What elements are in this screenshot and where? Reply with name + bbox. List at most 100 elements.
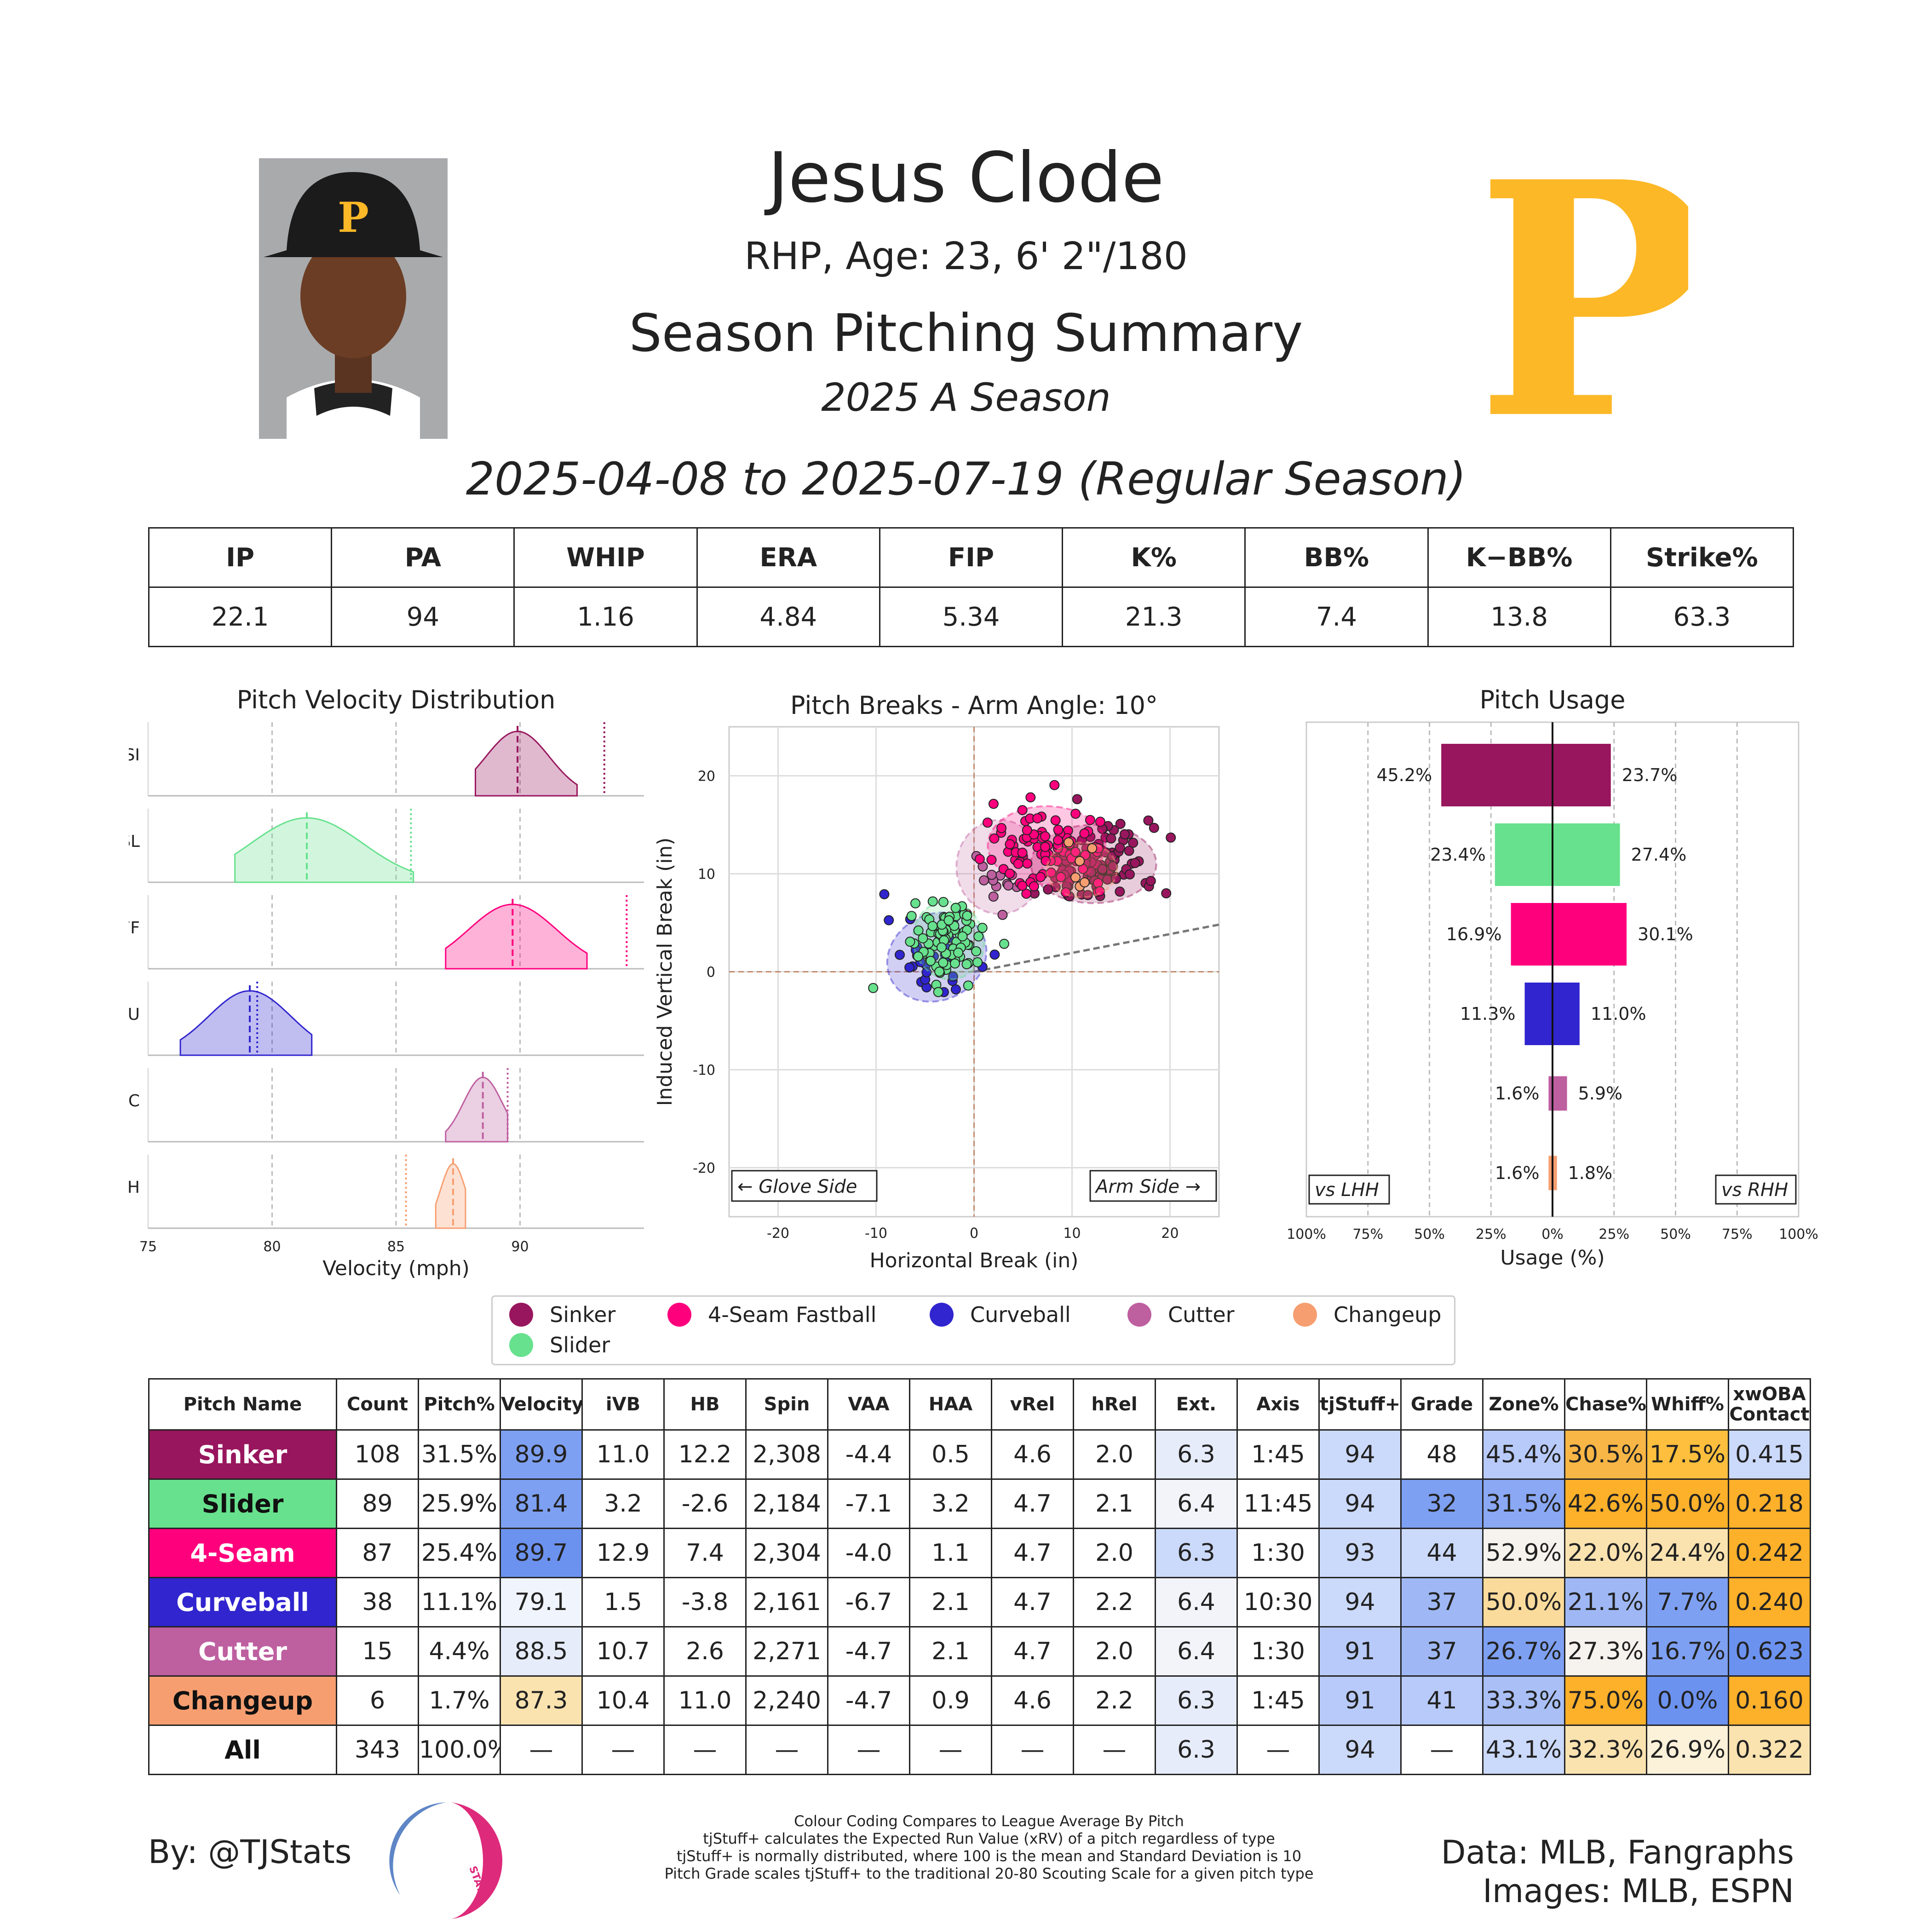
pitch-table-header: Pitch% — [418, 1378, 501, 1431]
usage-row-curveball: 11.3% 11.0% — [1460, 983, 1646, 1045]
break-point — [1053, 824, 1064, 835]
chart-title: Pitch Breaks - Arm Angle: 10° — [790, 691, 1158, 720]
pitch-table-header: Count — [336, 1378, 419, 1431]
break-point — [979, 875, 989, 886]
break-point — [1108, 861, 1118, 872]
pitch-metric-cell: -6.7 — [827, 1577, 910, 1627]
pitch-name-cell: Changeup — [148, 1675, 337, 1726]
pitch-metric-cell: 15 — [336, 1626, 419, 1677]
pitch-metric-cell: 89.9 — [500, 1429, 583, 1480]
pitch-metric-cell: 25.9% — [418, 1478, 501, 1529]
pitch-metric-cell: 2.1 — [1073, 1478, 1156, 1529]
pitch-metric-cell: — — [991, 1725, 1074, 1775]
break-point — [1094, 886, 1105, 897]
break-point — [1115, 886, 1125, 897]
pitch-metric-cell: 12.2 — [663, 1429, 747, 1480]
pitch-table-row: 4-Seam 87 25.4% 89.7 12.9 7.4 2,304 -4.0 1.1 4.7 2… — [148, 1528, 1811, 1578]
pitch-metric-cell: 37 — [1400, 1626, 1484, 1677]
stat-header: PA — [331, 527, 515, 588]
break-point — [895, 949, 905, 960]
velo-density-area — [445, 903, 588, 970]
pitch-metric-cell: 6.3 — [1155, 1675, 1238, 1726]
break-point — [1022, 825, 1032, 835]
break-point — [938, 897, 949, 907]
pitch-table-row: Sinker 108 31.5% 89.9 11.0 12.2 2,308 -4.4 0.5 4.… — [148, 1429, 1811, 1480]
pitch-table-header: tjStuff+ — [1318, 1378, 1402, 1431]
pitch-metric-cell: 94 — [1318, 1577, 1402, 1627]
pitch-table-header: Whiff% — [1646, 1378, 1729, 1431]
pitch-table-header: iVB — [581, 1378, 665, 1431]
pitch-table-header: Chase% — [1564, 1378, 1647, 1431]
pitch-metric-cell: 6.4 — [1155, 1478, 1238, 1529]
pitch-metric-cell: 48 — [1400, 1429, 1484, 1480]
x-tick-label: 0 — [970, 1225, 978, 1242]
season-stats-table: IP PA WHIP ERA FIP K% BB% K−BB% Strike% 22.1 94 1.… — [148, 527, 1794, 647]
usage-bar-rhh — [1552, 744, 1611, 806]
pitch-metric-cell: 4.7 — [991, 1478, 1074, 1529]
pitch-metric-cell: 4.4% — [418, 1626, 501, 1677]
velo-density-area — [445, 1076, 509, 1143]
legend-marker — [509, 1333, 533, 1357]
velo-row-label: SI — [129, 746, 140, 765]
pitch-metric-cell: 7.4 — [663, 1528, 747, 1578]
pitch-table-row: Cutter 15 4.4% 88.5 10.7 2.6 2,271 -4.7 2.1 4.7 2.… — [148, 1626, 1811, 1677]
x-axis-label: Velocity (mph) — [322, 1257, 470, 1280]
usage-label-lhh: 23.4% — [1430, 845, 1486, 865]
velo-density-area — [179, 990, 313, 1056]
velo-row-ch: CH — [129, 1155, 644, 1229]
pitch-usage-chart: Pitch Usage 100% 75% 50% 25% 0% 25% 50% 75% 100% 4… — [1287, 685, 1818, 1270]
pitch-table-header: HB — [663, 1378, 747, 1431]
break-point — [1120, 829, 1130, 840]
pitch-metric-cell: 27.3% — [1564, 1626, 1647, 1677]
usage-bar-lhh — [1524, 983, 1552, 1045]
usage-label-rhh: 30.1% — [1638, 924, 1693, 944]
tjstats-logo: STATS — [382, 1794, 515, 1927]
usage-label-rhh: 23.7% — [1622, 765, 1678, 785]
pitch-metric-cell: 2,240 — [745, 1675, 828, 1726]
pitch-legend: Sinker 4-Seam Fastball Curveball Cutter … — [491, 1295, 1455, 1365]
pitch-metric-cell: 6.3 — [1155, 1528, 1238, 1578]
stat-value: 22.1 — [148, 586, 333, 647]
pitch-metric-cell: — — [745, 1725, 828, 1775]
break-point — [1064, 837, 1074, 848]
break-point — [997, 909, 1008, 920]
break-point — [938, 957, 949, 968]
pitch-table-row: All343100.0%————————6.3—94—43.1%32.3%26.… — [148, 1725, 1811, 1775]
break-point — [1085, 815, 1095, 825]
pitch-metric-cell: 0.0% — [1646, 1675, 1729, 1726]
usage-tick-label: 50% — [1414, 1226, 1445, 1242]
pitch-table-header: vRel — [991, 1378, 1074, 1431]
legend-marker — [667, 1303, 691, 1327]
break-point — [988, 891, 999, 902]
break-point — [936, 942, 947, 953]
break-point — [1017, 805, 1028, 816]
pitch-metric-cell: 3.2 — [909, 1478, 992, 1529]
pitch-metric-cell: 89 — [336, 1478, 419, 1529]
pitch-metric-cell: 26.7% — [1482, 1626, 1565, 1677]
chart-title: Pitch Velocity Distribution — [237, 685, 556, 714]
break-point — [950, 958, 960, 969]
pitch-metric-cell: 24.4% — [1646, 1528, 1729, 1578]
pitch-metric-cell: 2,308 — [745, 1429, 828, 1480]
velo-row-ff: FF — [129, 895, 644, 970]
vs-rhh-label: vs RHH — [1721, 1179, 1788, 1201]
break-point — [989, 949, 1000, 960]
glove-side-box — [731, 1170, 878, 1202]
break-point — [913, 925, 924, 936]
report-title: Season Pitching Summary — [629, 304, 1303, 363]
pitch-metric-cell: 10.7 — [581, 1626, 665, 1677]
pitch-metric-cell: 0.240 — [1728, 1577, 1811, 1627]
pitch-breaks-chart: Pitch Breaks - Arm Angle: 10° -20 -20 -10 -1… — [653, 691, 1220, 1272]
velo-row-cu: CU — [129, 982, 644, 1056]
break-point — [1056, 872, 1066, 882]
pitch-metric-cell: 0.9 — [909, 1675, 992, 1726]
usage-label-lhh: 11.3% — [1460, 1004, 1516, 1024]
stat-header: Strike% — [1610, 527, 1794, 588]
pitch-name-cell: Slider — [148, 1478, 337, 1529]
pitch-name-cell: 4-Seam — [148, 1528, 337, 1578]
velo-tick-label: 85 — [387, 1239, 405, 1255]
pitch-metric-cell: 4.7 — [991, 1626, 1074, 1677]
break-point — [950, 903, 961, 913]
pitch-metric-cell: 2.2 — [1073, 1675, 1156, 1726]
pitch-metric-cell: 11.0 — [581, 1429, 665, 1480]
